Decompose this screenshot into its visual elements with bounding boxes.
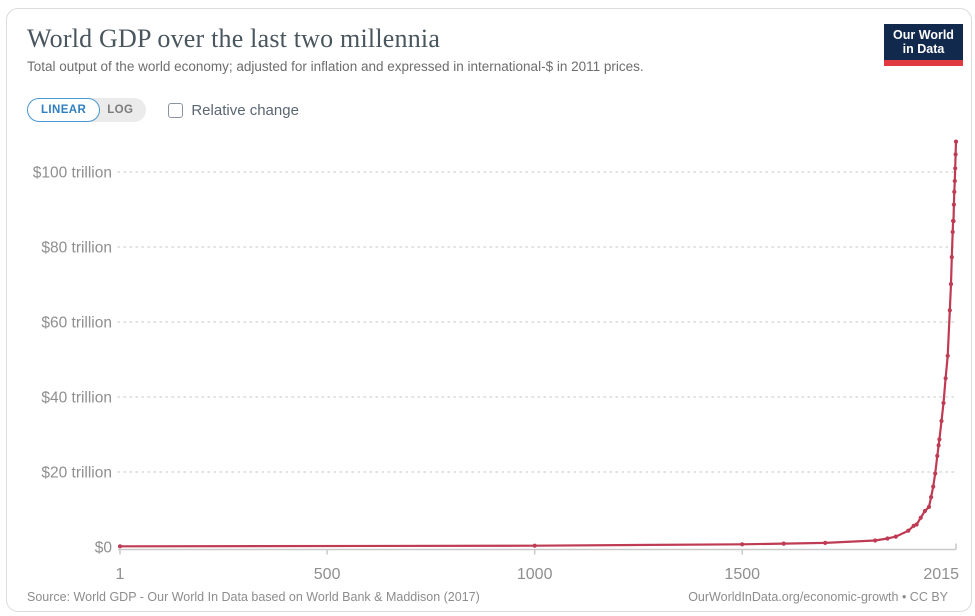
page-title: World GDP over the last two millennia <box>27 24 441 53</box>
data-point[interactable] <box>950 229 955 235</box>
footer-link[interactable]: OurWorldInData.org/economic-growth • CC … <box>688 590 948 604</box>
data-point[interactable] <box>929 495 934 500</box>
data-point[interactable] <box>906 528 911 533</box>
owid-logo-line2: in Data <box>902 41 945 56</box>
data-point[interactable] <box>948 282 954 287</box>
data-point[interactable] <box>941 400 946 406</box>
data-point[interactable] <box>943 376 948 381</box>
data-point[interactable] <box>952 189 957 194</box>
x-tick-label: 1 <box>116 566 125 583</box>
data-point[interactable] <box>918 515 923 520</box>
data-point[interactable] <box>740 542 745 547</box>
data-point[interactable] <box>117 544 123 549</box>
data-point[interactable] <box>935 453 940 458</box>
data-point[interactable] <box>936 443 941 448</box>
owid-logo[interactable]: Our World in Data <box>884 24 963 66</box>
y-tick-label: $60 trillion <box>41 315 112 332</box>
y-tick-label: $100 trillion <box>33 165 112 182</box>
data-point[interactable] <box>937 437 942 442</box>
data-point[interactable] <box>893 534 898 539</box>
data-point[interactable] <box>823 540 828 546</box>
x-tick-label: 1500 <box>724 566 760 583</box>
data-point[interactable] <box>953 152 958 157</box>
chart-canvas[interactable]: $0 $20 trillion $40 trillion $60 trillion $8… <box>0 130 975 585</box>
data-point[interactable] <box>947 308 952 313</box>
gdp-line[interactable] <box>118 140 958 548</box>
linear-scale-button[interactable]: LINEAR <box>27 98 101 122</box>
data-point[interactable] <box>953 166 958 171</box>
chart-card-frame <box>6 8 972 612</box>
y-tick-label: $0 <box>95 540 113 557</box>
data-point[interactable] <box>922 508 928 514</box>
owid-logo-stripe <box>884 60 963 66</box>
data-point[interactable] <box>949 255 954 260</box>
data-point[interactable] <box>885 536 890 541</box>
relative-change-toggle[interactable]: Relative change <box>168 102 299 119</box>
chart-controls: LINEAR LOG Relative change <box>27 97 299 123</box>
owid-logo-line1: Our World <box>893 28 954 42</box>
scale-toggle: LINEAR LOG <box>27 98 147 122</box>
data-point[interactable] <box>931 484 936 489</box>
data-point[interactable] <box>926 504 932 509</box>
x-tick-label: 1000 <box>517 566 553 583</box>
data-point[interactable] <box>951 219 956 224</box>
y-tick-label: $20 trillion <box>41 465 112 482</box>
data-point[interactable] <box>945 353 950 358</box>
data-point[interactable] <box>952 178 957 184</box>
data-point[interactable] <box>914 522 919 527</box>
relative-change-checkbox[interactable] <box>168 102 184 118</box>
data-point[interactable] <box>873 538 878 543</box>
data-point[interactable] <box>939 418 944 424</box>
data-point[interactable] <box>532 543 537 548</box>
data-point[interactable] <box>953 139 959 144</box>
page-subtitle: Total output of the world economy; adjus… <box>27 59 644 74</box>
x-tick-label: 500 <box>314 566 341 583</box>
x-tick-label: 2015 <box>923 566 959 583</box>
y-tick-label: $80 trillion <box>41 240 112 257</box>
y-tick-label: $40 trillion <box>41 390 112 407</box>
data-point[interactable] <box>933 471 938 476</box>
relative-change-label: Relative change <box>191 101 299 119</box>
source-note: Source: World GDP - Our World In Data ba… <box>27 590 480 604</box>
data-point[interactable] <box>781 541 786 546</box>
data-point[interactable] <box>951 202 957 207</box>
